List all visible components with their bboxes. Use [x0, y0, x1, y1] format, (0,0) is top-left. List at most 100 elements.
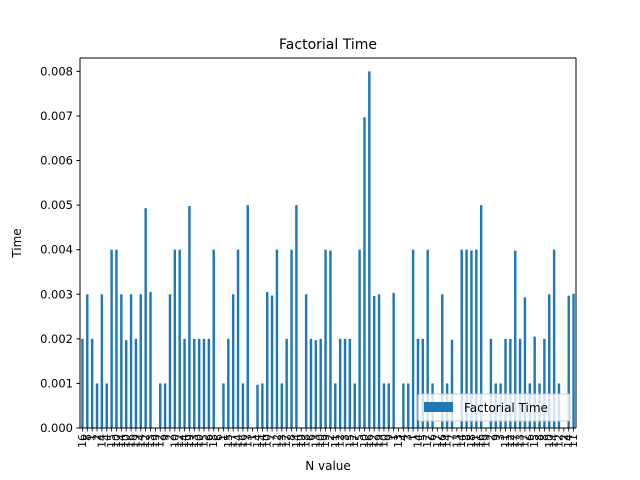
bar [168, 294, 172, 428]
bar [231, 294, 235, 428]
x-tick-label: 14 [562, 434, 575, 448]
x-tick-label: 6 [202, 434, 215, 441]
x-tick-label: 10 [358, 434, 371, 448]
x-tick-label: 10 [168, 434, 181, 448]
x-tick-label: 17 [518, 434, 531, 448]
x-tick-label: 6 [426, 434, 439, 441]
legend: Factorial Time [417, 393, 571, 422]
legend-swatch [424, 402, 453, 412]
bar [450, 339, 454, 428]
x-tick-label: 17 [509, 434, 522, 448]
x-tick-label: 17 [348, 434, 361, 448]
x-tick-label: 3 [402, 434, 415, 441]
x-tick-label: 14 [115, 434, 128, 448]
x-tick-label: 15 [528, 434, 541, 448]
y-tick-label: 0.006 [40, 154, 73, 168]
bar [270, 295, 274, 428]
x-tick-label: 14 [232, 434, 245, 448]
bar [285, 338, 288, 428]
bar [548, 294, 551, 428]
x-tick-label: 13 [241, 434, 254, 448]
x-tick-label: 17 [431, 434, 444, 448]
x-tick-label: 9 [382, 434, 395, 441]
x-tick-label: 17 [227, 434, 240, 448]
bar [533, 336, 536, 428]
x-tick-label: 14 [251, 434, 264, 448]
y-tick-label: 0.008 [40, 64, 73, 78]
bar [266, 292, 269, 428]
bar [372, 296, 376, 428]
bar [475, 249, 478, 428]
x-axis-ticks: 1681214415101410161914121319129210121419… [76, 428, 580, 448]
x-tick-label: 14 [441, 434, 454, 448]
x-tick-label: 6 [523, 434, 536, 441]
bar [441, 294, 444, 428]
bar [392, 292, 395, 428]
bar [324, 249, 327, 428]
bar [110, 249, 113, 428]
bar [222, 383, 225, 428]
bar [90, 338, 94, 428]
bar [343, 338, 347, 428]
bar [81, 338, 84, 428]
bar [236, 249, 240, 428]
x-tick-label: 4 [100, 434, 113, 441]
bar [241, 383, 245, 428]
x-tick-label: 19 [183, 434, 196, 448]
x-tick-label: 12 [368, 434, 381, 448]
bar [368, 71, 371, 429]
x-tick-label: 8 [285, 434, 298, 441]
x-tick-label: 12 [173, 434, 186, 448]
x-tick-label: 10 [193, 434, 206, 448]
bar [304, 294, 308, 428]
bar [129, 294, 133, 428]
bar [188, 206, 191, 428]
bar [197, 338, 201, 428]
bar [567, 295, 570, 428]
bar [334, 383, 337, 428]
x-tick-label: 15 [222, 434, 235, 448]
x-tick-label: 6 [212, 434, 225, 441]
bar [416, 338, 420, 428]
x-tick-label: 8 [460, 434, 473, 441]
x-tick-label: 16 [236, 434, 249, 448]
bar [504, 338, 507, 428]
bar [207, 338, 211, 428]
x-tick-label: 10 [314, 434, 327, 448]
x-tick-label: 11 [567, 434, 580, 448]
bar [353, 383, 356, 428]
x-tick-label: 7 [266, 434, 279, 441]
x-tick-label: 19 [480, 434, 493, 448]
x-tick-label: 4 [397, 434, 410, 441]
x-tick-label: 12 [270, 434, 283, 448]
bar [407, 383, 410, 428]
x-tick-label: 16 [125, 434, 138, 448]
bar [479, 205, 483, 428]
legend-label: Factorial Time [464, 401, 548, 415]
x-tick-label: 16 [363, 434, 376, 448]
bar [183, 338, 186, 428]
x-tick-label: 5 [353, 434, 366, 441]
bar [402, 383, 405, 428]
x-tick-label: 3 [339, 434, 352, 441]
x-tick-label: 8 [533, 434, 546, 441]
bar [202, 338, 206, 428]
bar [280, 383, 284, 428]
bar [309, 338, 313, 428]
y-tick-label: 0.004 [40, 243, 73, 257]
x-tick-label: 14 [290, 434, 303, 448]
x-tick-label: 13 [309, 434, 322, 448]
x-tick-label: 13 [450, 434, 463, 448]
x-tick-label: 12 [334, 434, 347, 448]
x-tick-label: 10 [120, 434, 133, 448]
bar [139, 294, 142, 428]
x-tick-label: 18 [300, 434, 313, 448]
x-tick-label: 14 [95, 434, 108, 448]
bar [173, 249, 177, 428]
x-tick-label: 19 [373, 434, 386, 448]
bar [134, 338, 138, 428]
bar [193, 338, 196, 428]
bar [256, 384, 259, 428]
bar [120, 294, 123, 428]
